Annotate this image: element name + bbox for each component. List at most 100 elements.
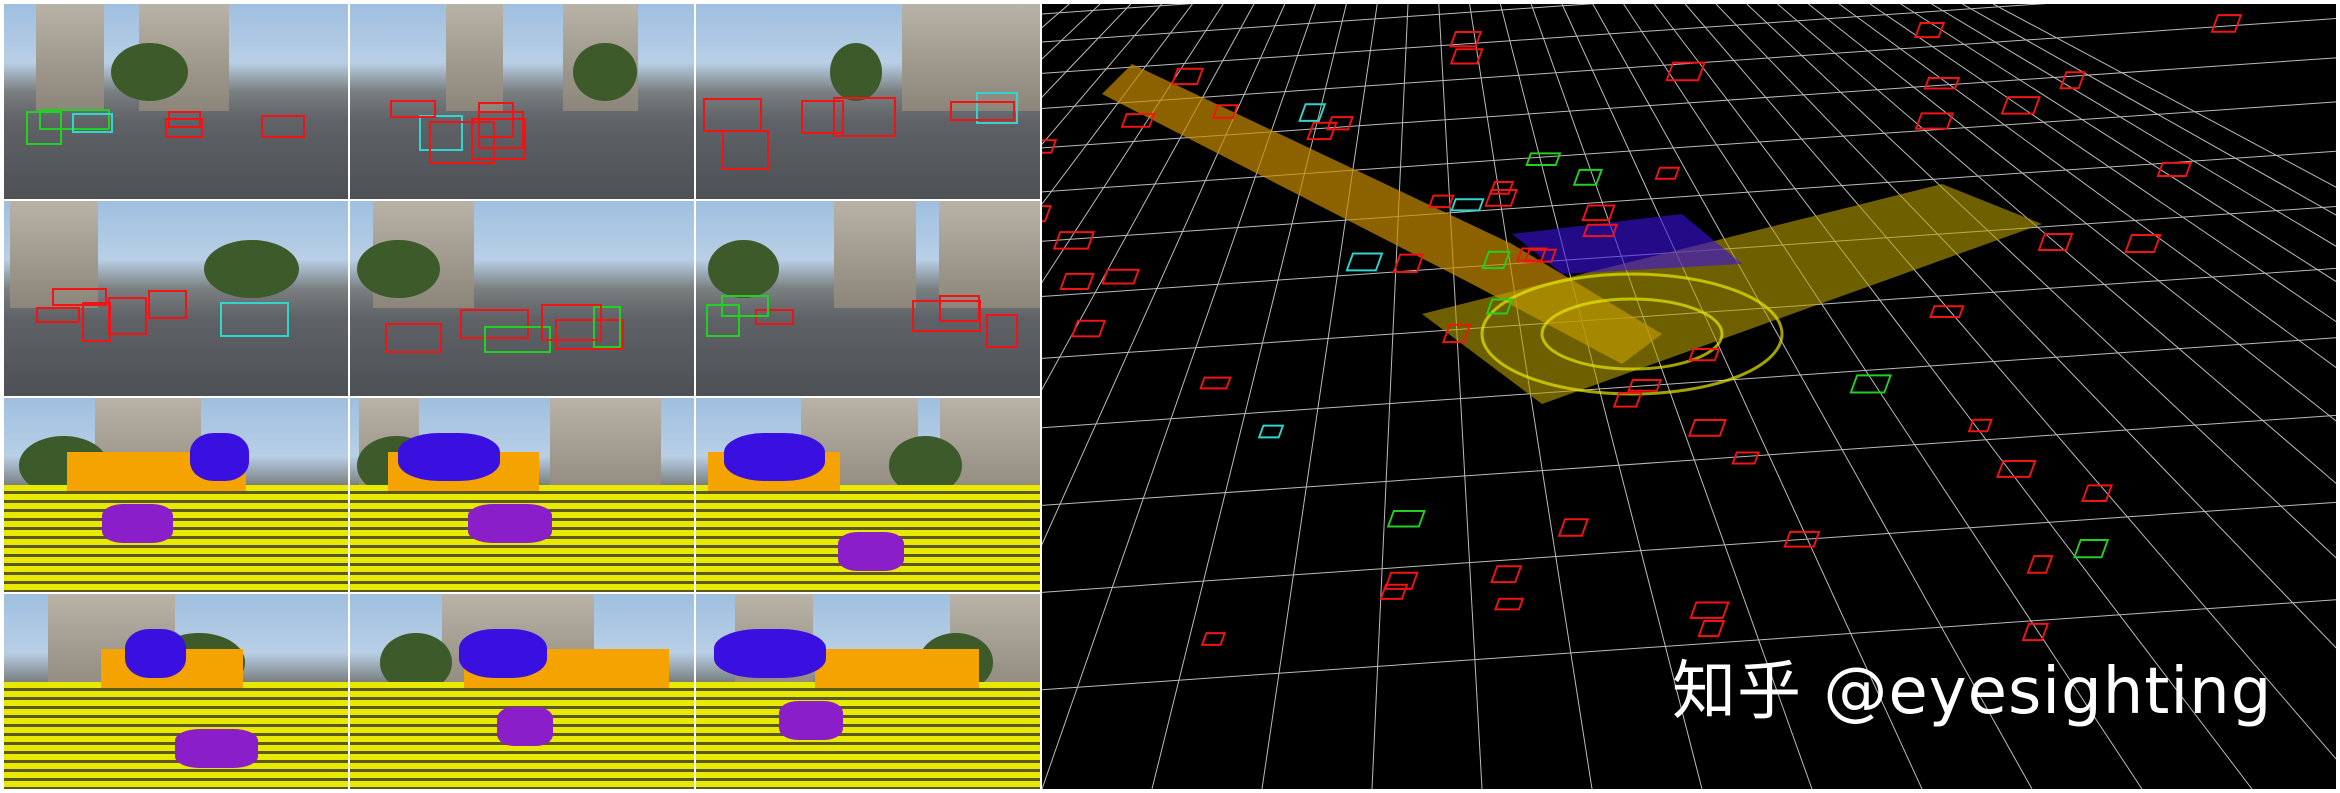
grid-line: [1042, 150, 2336, 242]
object-box: [1326, 116, 1354, 131]
grid-line: [1499, 4, 1703, 789]
object-box: [1101, 268, 1141, 285]
detection-box: [470, 118, 527, 160]
grid-line: [1715, 4, 2336, 649]
camera-image: [696, 594, 1040, 789]
grid-line: [1042, 4, 1193, 205]
object-box: [1200, 632, 1227, 646]
grid-line: [1777, 4, 2336, 485]
grid-line: [1530, 4, 1813, 789]
camera-image: [696, 200, 1040, 396]
grid-line: [1808, 4, 2336, 422]
object-box: [1441, 323, 1472, 344]
detection-box: [722, 130, 769, 170]
camera-image: [350, 200, 694, 396]
building: [834, 200, 917, 308]
object-box: [2059, 71, 2086, 90]
camera-image: [4, 397, 348, 593]
object-box: [1689, 601, 1730, 619]
object-box: [1581, 204, 1616, 222]
grid-line: [1900, 4, 2336, 283]
camera-image: [350, 397, 694, 593]
grid-line: [1623, 4, 2143, 789]
detection-box: [703, 97, 762, 133]
point-cloud-ring: [1540, 297, 1724, 371]
camera-image: [696, 397, 1040, 593]
object-box: [1070, 319, 1107, 338]
grid-line: [1838, 4, 2336, 369]
point-cloud-vegetation: [1512, 214, 1742, 274]
object-box: [1914, 22, 1946, 39]
grid-line: [1438, 4, 1483, 789]
object-box: [1923, 77, 1961, 90]
object-box: [1298, 103, 1327, 122]
object-box: [1383, 571, 1419, 590]
detection-box: [460, 309, 529, 340]
building-segment: [814, 648, 979, 688]
detection-box: [833, 96, 896, 137]
detection-box: [72, 112, 113, 133]
detection-box: [419, 115, 463, 152]
object-box: [1052, 231, 1096, 250]
vegetation-segment: [189, 432, 249, 482]
grid-line: [1962, 4, 2336, 216]
vehicle-segment: [496, 706, 553, 746]
object-box: [1489, 180, 1515, 195]
detection-box: [540, 303, 602, 341]
object-box: [1731, 451, 1760, 465]
object-box: [1688, 348, 1721, 362]
object-box: [1914, 112, 1955, 130]
grid-line: [1042, 4, 1162, 145]
camera-image: [4, 4, 348, 199]
tree: [357, 239, 440, 299]
grid-line: [1042, 501, 2336, 593]
grid-line: [1042, 4, 1101, 60]
object-box: [1485, 298, 1514, 315]
tree: [110, 42, 189, 102]
object-box: [1849, 374, 1892, 394]
object-box: [1449, 48, 1484, 65]
object-box: [1612, 391, 1643, 408]
building: [35, 4, 105, 112]
grid-line: [1931, 4, 2336, 247]
object-box: [2073, 538, 2110, 559]
detection-box: [39, 108, 110, 130]
camera-image: [4, 594, 348, 789]
tree: [829, 42, 883, 102]
detection-box: [35, 307, 81, 323]
detection-box: [82, 302, 111, 343]
vehicle-segment: [174, 729, 258, 769]
object-box: [1170, 67, 1205, 86]
camera-image: [4, 200, 348, 396]
detection-box: [720, 294, 769, 318]
object-box: [1490, 565, 1523, 584]
tree: [573, 42, 637, 102]
camera-image: [696, 4, 1040, 199]
detection-box: [385, 323, 442, 353]
vegetation-segment: [124, 629, 186, 678]
object-box: [1967, 418, 1993, 433]
grid-line: [1869, 4, 2336, 323]
ground-segment: [4, 485, 348, 593]
grid-line: [1042, 4, 1596, 43]
object-box: [1493, 597, 1525, 611]
grid-line: [1151, 4, 1347, 789]
grid-line: [1561, 4, 1923, 789]
object-box: [1687, 419, 1727, 437]
point-cloud-road: [1422, 184, 2042, 404]
object-box: [1996, 460, 2037, 478]
object-box: [1783, 530, 1821, 548]
grid-line: [1042, 4, 2047, 74]
grid-line: [1992, 4, 2336, 188]
tree: [204, 239, 300, 299]
object-box: [1392, 253, 1425, 274]
object-box: [1697, 619, 1726, 638]
grid-line: [1042, 599, 2336, 691]
tree: [889, 436, 963, 495]
object-box: [1042, 139, 1058, 154]
detection-box: [107, 297, 147, 335]
grid-line: [1042, 337, 2336, 429]
detection-box: [389, 100, 437, 119]
grid-line: [1592, 4, 2033, 789]
object-box: [1345, 252, 1384, 272]
